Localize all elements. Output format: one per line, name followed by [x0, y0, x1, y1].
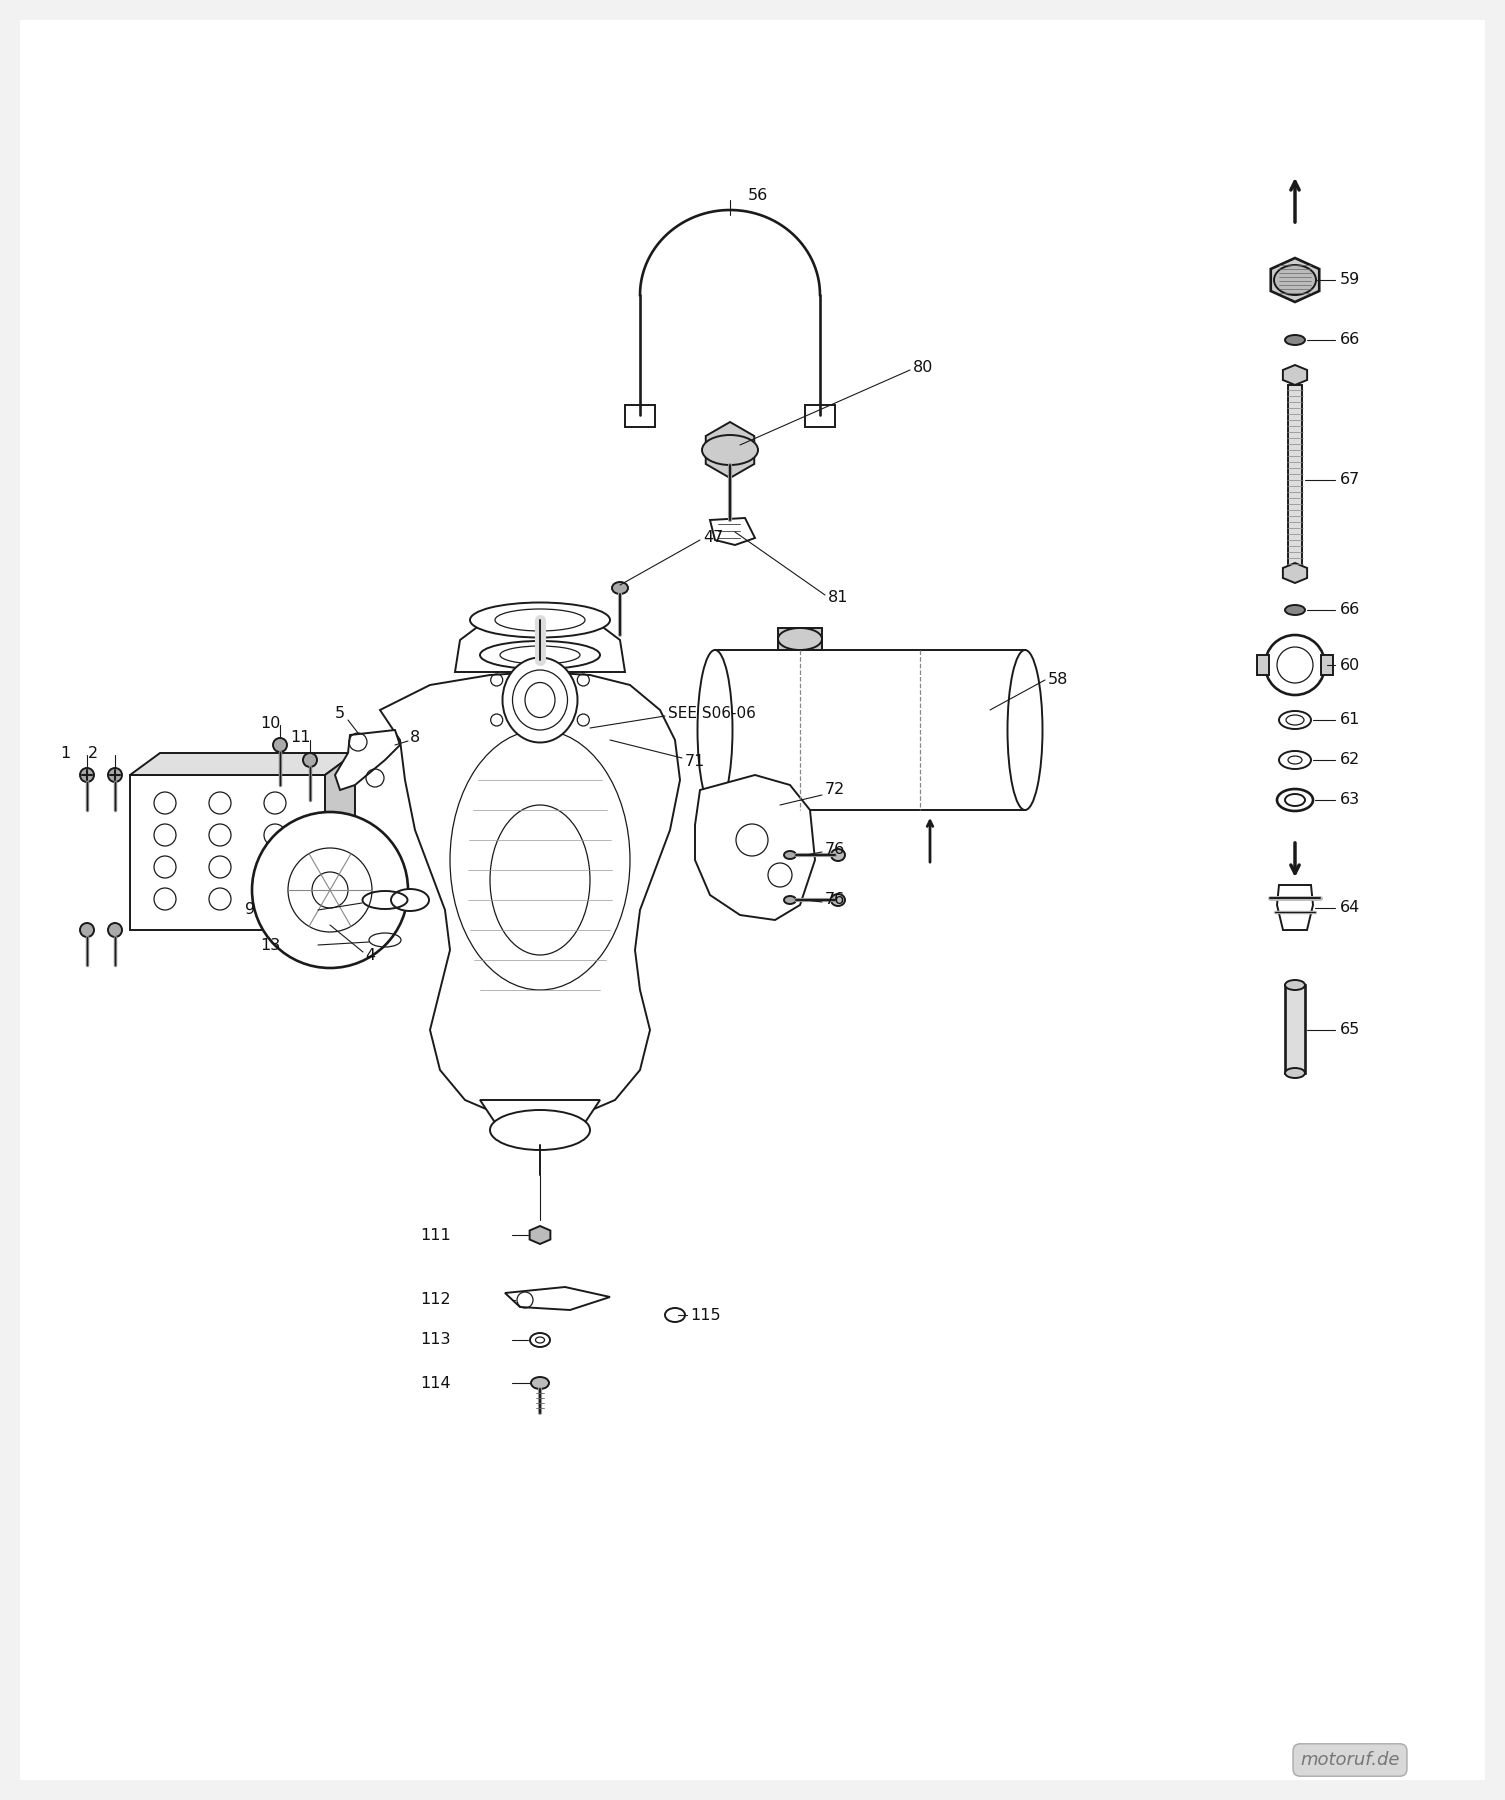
Ellipse shape — [831, 895, 844, 905]
Text: 8: 8 — [409, 731, 420, 745]
Ellipse shape — [108, 923, 122, 938]
Text: 111: 111 — [420, 1228, 452, 1242]
Text: 61: 61 — [1339, 713, 1361, 727]
Circle shape — [251, 812, 408, 968]
Text: 76: 76 — [825, 893, 846, 907]
Text: 66: 66 — [1339, 603, 1361, 617]
Ellipse shape — [391, 889, 429, 911]
Ellipse shape — [701, 436, 759, 464]
Polygon shape — [1278, 886, 1312, 931]
Polygon shape — [129, 752, 355, 776]
Text: 71: 71 — [685, 754, 706, 770]
Ellipse shape — [1285, 335, 1305, 346]
Ellipse shape — [108, 769, 122, 781]
Polygon shape — [325, 752, 355, 931]
Ellipse shape — [491, 1111, 590, 1150]
Text: 4: 4 — [366, 947, 375, 963]
Text: 5: 5 — [336, 706, 345, 720]
Ellipse shape — [80, 923, 93, 938]
Polygon shape — [710, 518, 756, 545]
Bar — [1285, 985, 1305, 1073]
Ellipse shape — [80, 769, 93, 781]
Bar — [1321, 655, 1333, 675]
Bar — [1288, 385, 1302, 571]
Text: 67: 67 — [1339, 472, 1361, 488]
Text: 65: 65 — [1339, 1022, 1361, 1037]
Text: 115: 115 — [689, 1307, 721, 1323]
Ellipse shape — [303, 752, 318, 767]
Ellipse shape — [778, 628, 822, 650]
Text: 66: 66 — [1339, 333, 1361, 347]
Text: 1: 1 — [60, 745, 71, 760]
Ellipse shape — [831, 850, 844, 860]
Text: 113: 113 — [420, 1332, 450, 1348]
Ellipse shape — [470, 603, 610, 637]
Text: 80: 80 — [914, 360, 933, 376]
Polygon shape — [1270, 257, 1320, 302]
Text: 62: 62 — [1339, 752, 1361, 767]
Text: 2: 2 — [87, 745, 98, 760]
Text: 47: 47 — [703, 531, 724, 545]
Text: 112: 112 — [420, 1292, 450, 1307]
Text: 56: 56 — [748, 187, 768, 203]
Ellipse shape — [1285, 979, 1305, 990]
Ellipse shape — [531, 1377, 549, 1390]
Text: 64: 64 — [1339, 900, 1361, 916]
Text: 58: 58 — [1047, 673, 1069, 688]
Polygon shape — [455, 619, 625, 671]
Ellipse shape — [784, 896, 796, 904]
Polygon shape — [1282, 563, 1308, 583]
Bar — [805, 405, 835, 427]
Polygon shape — [706, 421, 754, 479]
Text: 114: 114 — [420, 1375, 450, 1390]
Text: 59: 59 — [1339, 272, 1361, 288]
Text: SEE S06-06: SEE S06-06 — [668, 706, 756, 720]
Polygon shape — [379, 671, 680, 1118]
Ellipse shape — [272, 738, 287, 752]
Ellipse shape — [613, 581, 628, 594]
Ellipse shape — [697, 650, 733, 810]
Polygon shape — [1282, 365, 1308, 385]
Bar — [129, 776, 325, 931]
Bar — [1257, 655, 1269, 675]
Ellipse shape — [1007, 650, 1043, 810]
Bar — [625, 405, 655, 427]
Polygon shape — [506, 1287, 610, 1310]
Text: 76: 76 — [825, 842, 846, 857]
Ellipse shape — [531, 1228, 549, 1242]
Polygon shape — [530, 1226, 551, 1244]
Polygon shape — [336, 731, 400, 790]
Ellipse shape — [784, 851, 796, 859]
Polygon shape — [480, 1100, 600, 1145]
Polygon shape — [695, 776, 816, 920]
Ellipse shape — [1285, 1067, 1305, 1078]
Ellipse shape — [1285, 605, 1305, 616]
Text: 11: 11 — [290, 731, 310, 745]
Text: 9: 9 — [245, 902, 256, 918]
Ellipse shape — [1275, 265, 1315, 295]
Ellipse shape — [503, 657, 578, 742]
Text: motoruf.de: motoruf.de — [1300, 1751, 1400, 1769]
Text: 60: 60 — [1339, 657, 1361, 673]
Text: 10: 10 — [260, 715, 280, 731]
Text: 81: 81 — [828, 590, 849, 605]
Bar — [778, 628, 822, 650]
Text: 13: 13 — [260, 938, 280, 952]
Text: 63: 63 — [1339, 792, 1361, 808]
Text: 72: 72 — [825, 783, 846, 797]
Bar — [715, 650, 1025, 810]
